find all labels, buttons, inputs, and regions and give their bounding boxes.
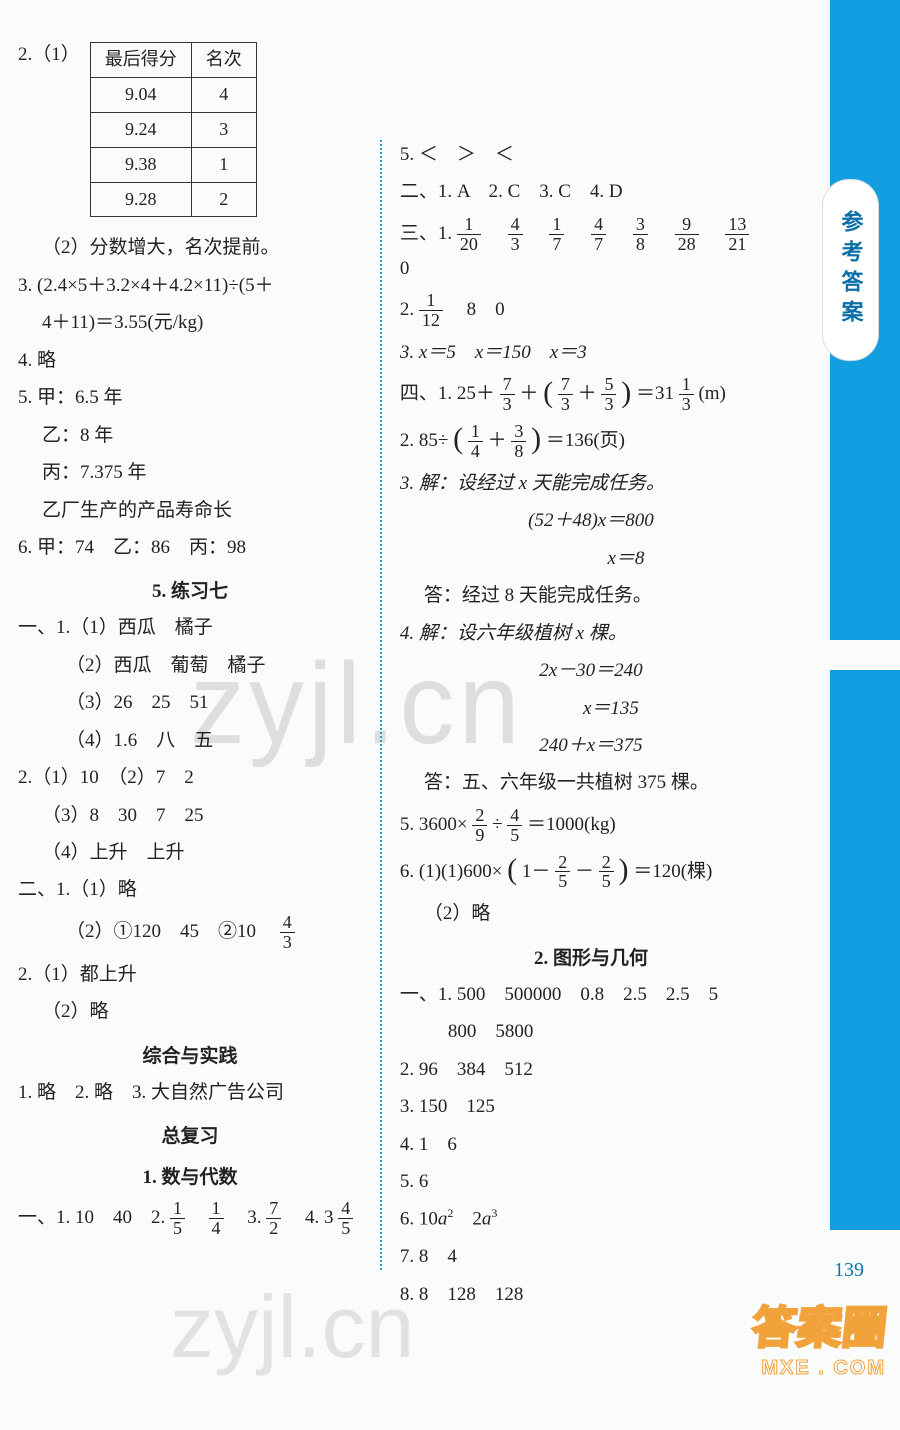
left-column: 2.（1） 最后得分名次 9.044 9.243 9.381 9.282 （2）… — [0, 40, 380, 1317]
title-geom: 2. 图形与几何 — [400, 943, 782, 970]
r4-6b: （2）略 — [400, 899, 782, 928]
r3-2: 2. 112 8 0 — [400, 291, 782, 330]
q3a: 3. (2.4×5＋3.2×4＋4.2×11)÷(5＋ — [18, 271, 362, 300]
g2: 2. 96 384 512 — [400, 1055, 782, 1084]
g7: 7. 8 4 — [400, 1242, 782, 1271]
title-ex7: 5. 练习七 — [18, 576, 362, 603]
r4-4d: 240＋x＝375 — [400, 731, 782, 760]
frac-1-4: 14 — [209, 1199, 224, 1238]
title-syd: 1. 数与代数 — [18, 1162, 362, 1189]
s4-1: 2.（1）都上升 — [18, 960, 362, 989]
page-number: 139 — [834, 1259, 864, 1282]
q5a: 5. 甲：6.5 年 — [18, 383, 362, 412]
r5: 5. ＜ ＞ ＜ — [400, 140, 782, 169]
g4: 4. 1 6 — [400, 1130, 782, 1159]
side-stripe: 参考答案 — [810, 0, 900, 1390]
stripe-bottom — [830, 670, 900, 1230]
s3-2: （2）①120 45 ②10 43 — [18, 913, 362, 952]
th-rank: 名次 — [191, 43, 256, 78]
g1b: 800 5800 — [400, 1017, 782, 1046]
q5b: 乙：8 年 — [18, 421, 362, 450]
g1a: 一、1. 500 500000 0.8 2.5 2.5 5 — [400, 980, 782, 1009]
r4-3d: 答：经过 8 天能完成任务。 — [400, 581, 782, 610]
table-row: 9.381 — [90, 147, 256, 182]
s1-1: 一、1.（1）西瓜 橘子 — [18, 613, 362, 642]
th-score: 最后得分 — [90, 43, 191, 78]
table-row: 9.243 — [90, 112, 256, 147]
frac-4-5: 45 — [338, 1199, 353, 1238]
side-pill-label: 参考答案 — [835, 210, 867, 330]
title-zhsj: 综合与实践 — [18, 1041, 362, 1068]
g5: 5. 6 — [400, 1167, 782, 1196]
g3: 3. 150 125 — [400, 1092, 782, 1121]
q2-1-label: 2.（1） — [18, 40, 80, 69]
right-column: 5. ＜ ＞ ＜ 二、1. A 2. C 3. C 4. D 三、1. 120 … — [382, 40, 800, 1317]
g8: 8. 8 128 128 — [400, 1280, 782, 1309]
r2: 二、1. A 2. C 3. C 4. D — [400, 177, 782, 206]
r4-1: 四、1. 25＋ 73 ＋ ( 73 ＋ 53 ) ＝31 13 (m) — [400, 375, 782, 414]
r4-4b: 2x－30＝240 — [400, 656, 782, 685]
s3-1: 二、1.（1）略 — [18, 875, 362, 904]
page-content: 2.（1） 最后得分名次 9.044 9.243 9.381 9.282 （2）… — [0, 0, 800, 1430]
s1-3: （3）26 25 51 — [18, 688, 362, 717]
r4-4c: x＝135 — [400, 694, 782, 723]
q4: 4. 略 — [18, 346, 362, 375]
r4-4a: 4. 解：设六年级植树 x 棵。 — [400, 619, 782, 648]
score-table: 最后得分名次 9.044 9.243 9.381 9.282 — [90, 42, 257, 217]
r4-3a: 3. 解：设经过 x 天能完成任务。 — [400, 469, 782, 498]
r4-3b: (52＋48)x＝800 — [400, 506, 782, 535]
table-row: 9.044 — [90, 77, 256, 112]
q6: 6. 甲：74 乙：86 丙：98 — [18, 533, 362, 562]
table-row: 9.282 — [90, 182, 256, 217]
z1: 1. 略 2. 略 3. 大自然广告公司 — [18, 1078, 362, 1107]
q5c: 丙：7.375 年 — [18, 458, 362, 487]
r3-3: 3. x＝5 x＝150 x＝3 — [400, 338, 782, 367]
s2-3: （4）上升 上升 — [18, 838, 362, 867]
r4-3c: x＝8 — [400, 544, 782, 573]
r3-1: 三、1. 120 43 17 47 38 928 1321 0 — [400, 215, 782, 283]
frac-7-2: 72 — [266, 1199, 281, 1238]
q2-2: （2）分数增大，名次提前。 — [18, 233, 362, 262]
s2-1: 2.（1）10 （2）7 2 — [18, 763, 362, 792]
left-last: 一、1. 10 40 2. 15 14 3. 72 4. 3 45 — [18, 1199, 362, 1238]
frac-4-3: 43 — [280, 913, 295, 952]
s4-2: （2）略 — [18, 997, 362, 1026]
frac-1-5: 15 — [170, 1199, 185, 1238]
side-pill: 参考答案 — [823, 180, 878, 360]
q5d: 乙厂生产的产品寿命长 — [18, 496, 362, 525]
r4-6: 6. (1)(1)600× ( 1－ 25 － 25 ) ＝120(棵) — [400, 853, 782, 892]
r4-4e: 答：五、六年级一共植树 375 棵。 — [400, 768, 782, 797]
r4-5: 5. 3600× 29 ÷ 45 ＝1000(kg) — [400, 806, 782, 845]
r4-2: 2. 85÷ ( 14 ＋ 38 ) ＝136(页) — [400, 422, 782, 461]
q2-1: 2.（1） 最后得分名次 9.044 9.243 9.381 9.282 — [18, 40, 362, 225]
g6: 6. 10a2 2a3 — [400, 1204, 782, 1234]
s2-2: （3）8 30 7 25 — [18, 801, 362, 830]
title-zfx: 总复习 — [18, 1121, 362, 1148]
s1-4: （4）1.6 八 五 — [18, 726, 362, 755]
q3b: 4＋11)＝3.55(元/kg) — [18, 308, 362, 337]
s1-2: （2）西瓜 葡萄 橘子 — [18, 651, 362, 680]
